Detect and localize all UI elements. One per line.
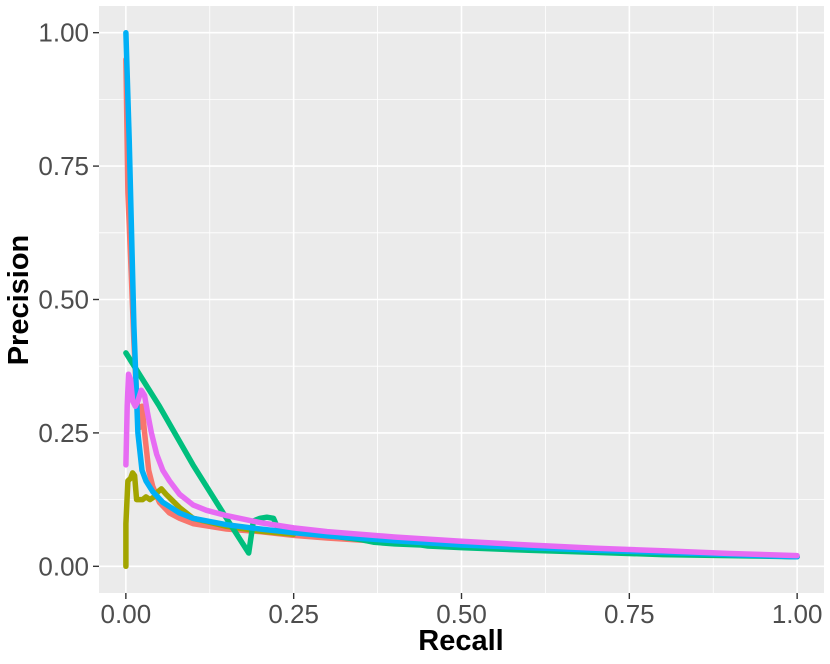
x-tick-label: 0.00 [101, 599, 152, 629]
x-tick-label: 0.25 [268, 599, 319, 629]
x-axis-title: Recall [418, 625, 503, 657]
series-lines [123, 29, 800, 570]
y-tick-label: 0.50 [38, 285, 89, 315]
y-axis: 0.00 0.25 0.50 0.75 1.00 [38, 18, 99, 581]
y-tick-label: 1.00 [38, 18, 89, 48]
series-line-5 [123, 371, 800, 559]
y-tick-label: 0.25 [38, 418, 89, 448]
y-axis-title: Precision [3, 235, 35, 366]
x-axis: 0.00 0.25 0.50 0.75 1.00 [101, 593, 823, 629]
x-tick-label: 1.00 [772, 599, 823, 629]
y-tick-label: 0.00 [38, 551, 89, 581]
y-tick-label: 0.75 [38, 151, 89, 181]
x-tick-label: 0.50 [436, 599, 487, 629]
x-tick-label: 0.75 [604, 599, 655, 629]
